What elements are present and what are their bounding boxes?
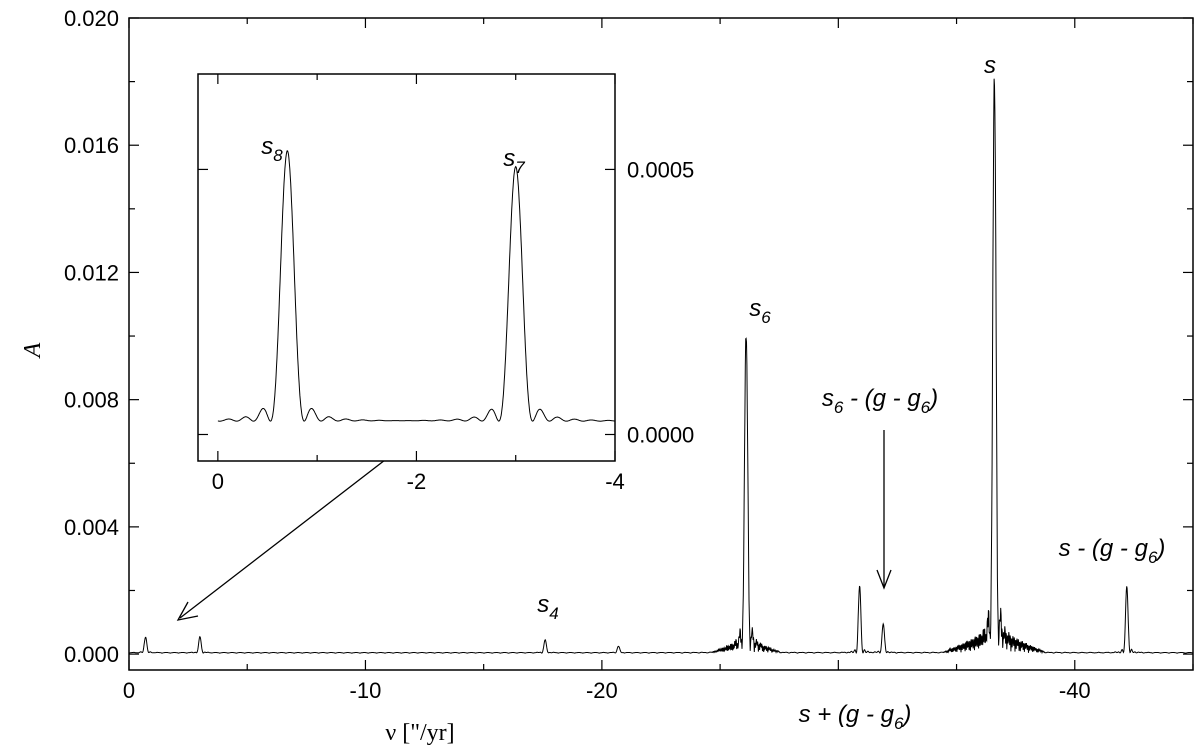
arrowhead-s6-minus-g-g6 <box>876 569 892 590</box>
x-tick-label: -40 <box>1059 678 1091 703</box>
annotation-s7: s7 <box>503 145 525 177</box>
y-tick-label: 0.016 <box>64 133 119 158</box>
inset-x-tick-label: -2 <box>407 469 427 494</box>
inset-ticks <box>198 74 616 461</box>
inset-zoom-arrow <box>179 459 386 619</box>
annotation-s-minus-g-g6: s - (g - g6) <box>1059 535 1166 567</box>
x-axis-title: ν ["/yr] <box>385 720 454 746</box>
annotation-s6: s6 <box>749 295 771 327</box>
inset-spectrum-line <box>217 150 616 422</box>
y-tick-label: 0.004 <box>64 515 119 540</box>
inset-x-tick-label: -4 <box>605 469 625 494</box>
inset-y-tick-label: 0.0000 <box>627 422 694 447</box>
spectrum-line <box>128 78 1194 655</box>
inset-plot-frame <box>197 73 616 462</box>
y-tick-label: 0.020 <box>64 6 119 31</box>
inset-plot: 0 -2 -40.0000 0.0005 s8 s7 <box>197 73 695 494</box>
inset-x-tick-label: 0 <box>212 469 224 494</box>
annotation-s-plus-g-g6: s + (g - g6) <box>799 701 912 733</box>
x-tick-label: -20 <box>586 678 618 703</box>
annotation-s6-minus-g-g6: s6 - (g - g6) <box>822 385 938 417</box>
annotation-s: s <box>984 52 996 79</box>
y-tick-label: 0.000 <box>64 642 119 667</box>
main-ticks <box>128 17 1194 670</box>
annotation-s4: s4 <box>537 591 558 623</box>
x-tick-label: -10 <box>350 678 382 703</box>
inset-tick-labels: 0 -2 -40.0000 0.0005 <box>212 157 695 494</box>
x-tick-label: 0 <box>123 678 135 703</box>
inset-y-tick-label: 0.0005 <box>627 157 694 182</box>
y-tick-label: 0.008 <box>64 388 119 413</box>
inset-zoom-arrowhead <box>176 601 199 621</box>
main-plot-frame <box>128 17 1194 671</box>
y-tick-label: 0.012 <box>64 260 119 285</box>
annotation-s8: s8 <box>261 133 283 165</box>
y-axis-title: A <box>20 342 46 359</box>
